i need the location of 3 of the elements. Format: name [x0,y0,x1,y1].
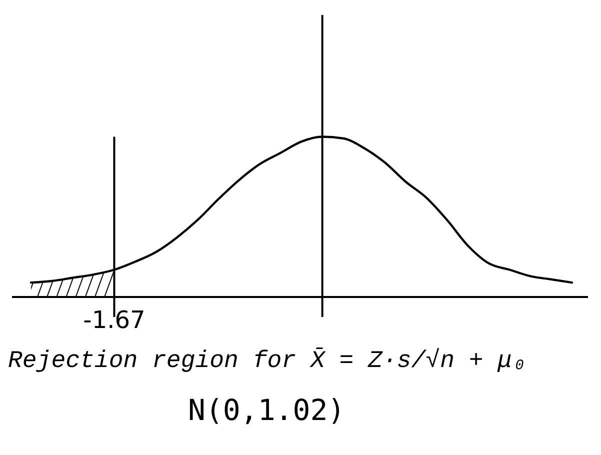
text: Rejection region for X̄ = Z·s/√n + μ₀ [8,346,526,377]
text: -1.67 [83,306,146,334]
text: N(0,1.02) [188,393,346,427]
